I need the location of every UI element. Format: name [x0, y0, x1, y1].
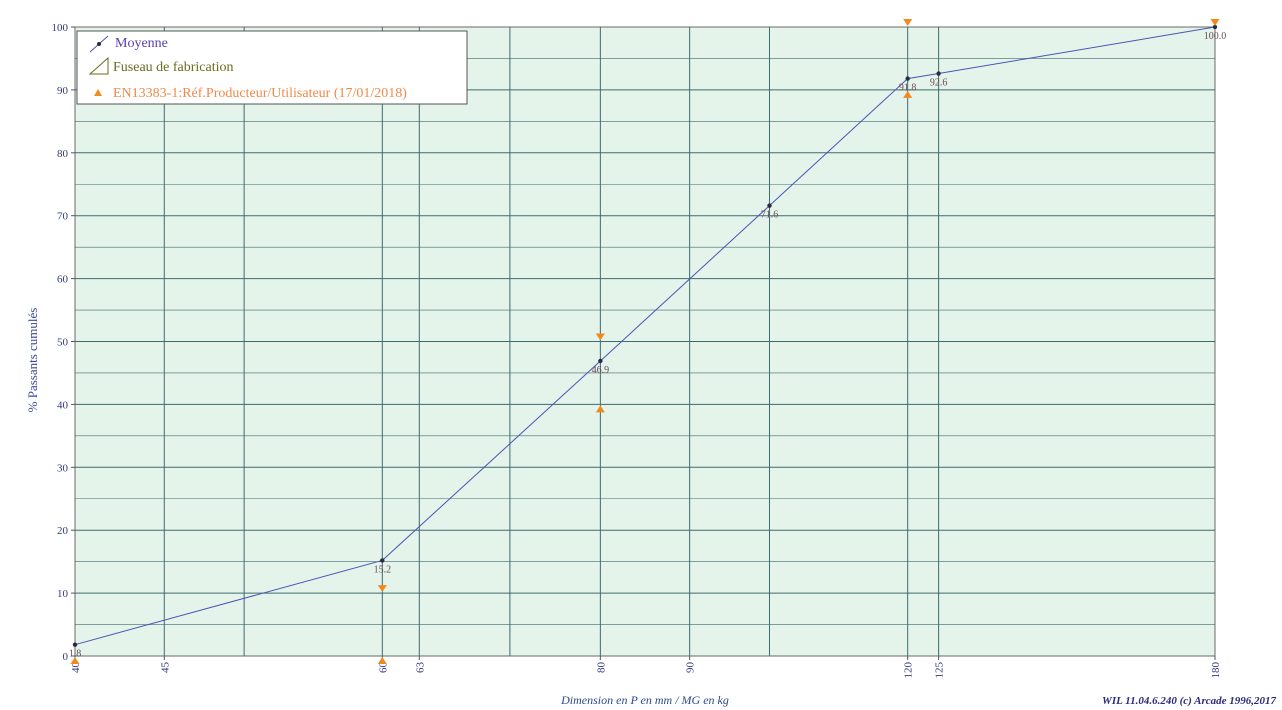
legend-fuseau-triangle-icon [88, 56, 109, 75]
grid-lines [75, 27, 1215, 656]
data-point-0-6 [1212, 24, 1218, 30]
x-tick-label-120: 120 [903, 662, 915, 679]
x-tick-label-45: 45 [159, 662, 171, 674]
x-axis-ticks: 40 45 60 63 80 90 120 125 180 [70, 656, 1222, 679]
legend-moyenne-marker-icon [97, 42, 101, 46]
data-point-0-1 [380, 558, 385, 563]
x-tick-label-60: 60 [377, 662, 389, 674]
data-label-0-4: 91.8 [899, 83, 917, 94]
spec-upper-marker-2 [903, 19, 913, 26]
legend-box [76, 30, 468, 105]
x-axis-label: Dimension en P en mm / MG en kg [560, 693, 729, 707]
legend-item-fuseau: Fuseau de fabrication [88, 56, 234, 75]
spec-upper-marker-3 [1210, 19, 1220, 26]
legend-item-spec: EN13383-1:Réf.Producteur/Utilisateur (17… [94, 86, 407, 101]
data-point-0-5 [936, 71, 941, 76]
data-label-0-1: 15.2 [374, 564, 392, 575]
data-point-0-4 [905, 76, 910, 81]
footer-copyright: WIL 11.04.6.240 (c) Arcade 1996,2017 [1102, 695, 1276, 707]
spec-lower-marker-2 [595, 405, 605, 413]
y-tick-label-60: 60 [57, 274, 69, 286]
data-label-0-0: 1.8 [69, 649, 82, 660]
spec-lower-marker-0 [70, 657, 80, 664]
y-tick-label-30: 30 [57, 462, 69, 474]
x-tick-label-80: 80 [595, 662, 607, 674]
series-moyenne: 1.8 15.2 46.9 71.6 91.8 92.6 100.0 [69, 24, 1227, 660]
y-tick-label-100: 100 [52, 22, 69, 34]
y-tick-label-50: 50 [57, 337, 69, 349]
x-tick-label-180: 180 [1210, 662, 1222, 679]
data-label-0-3: 71.6 [761, 210, 779, 221]
data-label-0-6: 100.0 [1204, 31, 1227, 42]
legend: Moyenne Fuseau de fabrication EN13383-1:… [76, 30, 468, 105]
legend-moyenne-label: Moyenne [115, 36, 168, 51]
data-point-0-3 [767, 203, 772, 208]
y-tick-label-20: 20 [57, 525, 69, 537]
data-point-0-2 [598, 358, 603, 364]
spec-lower-marker-3 [903, 90, 913, 98]
y-tick-label-10: 10 [57, 588, 69, 600]
y-tick-label-80: 80 [57, 148, 69, 160]
y-tick-label-70: 70 [57, 211, 69, 223]
y-axis-label: % Passants cumulés [25, 308, 40, 413]
legend-fuseau-label: Fuseau de fabrication [113, 60, 234, 75]
legend-spec-label: EN13383-1:Réf.Producteur/Utilisateur (17… [113, 86, 407, 101]
x-tick-label-40: 40 [70, 662, 82, 674]
spec-markers [70, 19, 1220, 664]
data-label-0-2: 46.9 [592, 365, 610, 376]
data-point-0-0 [72, 642, 78, 647]
legend-item-moyenne: Moyenne [89, 35, 168, 53]
legend-spec-triangle-icon [94, 89, 102, 96]
spec-lower-marker-1 [377, 657, 387, 664]
spec-upper-marker-0 [377, 585, 387, 593]
x-tick-label-125: 125 [934, 662, 946, 679]
x-tick-label-63: 63 [414, 662, 426, 674]
y-tick-label-40: 40 [57, 399, 69, 411]
y-tick-label-0: 0 [63, 651, 69, 663]
spec-upper-marker-1 [595, 333, 605, 341]
y-tick-label-90: 90 [57, 85, 69, 97]
x-tick-label-90: 90 [685, 662, 697, 674]
y-axis-ticks: 0 10 20 30 40 50 60 70 80 90 100 [52, 22, 75, 663]
data-label-0-5: 92.6 [930, 78, 948, 89]
